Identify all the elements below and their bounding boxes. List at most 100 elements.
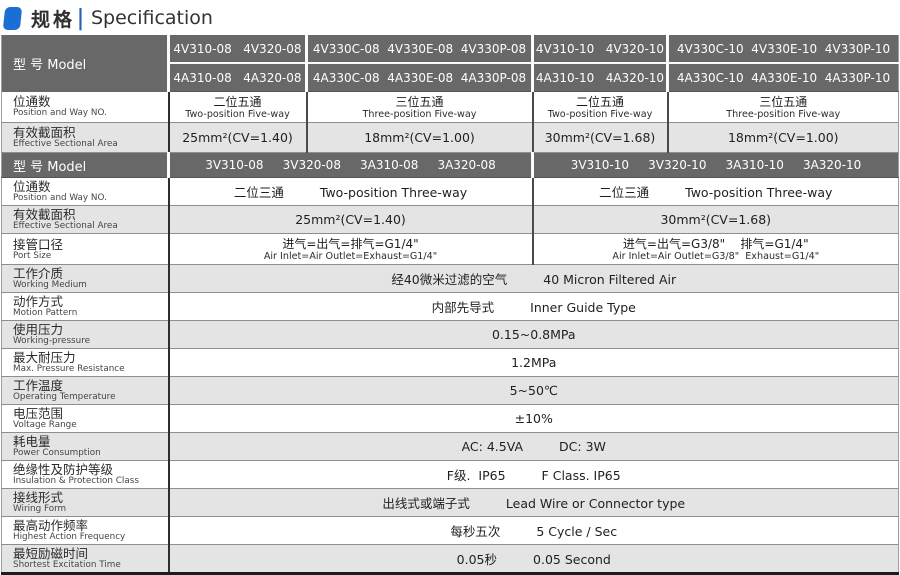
- row-label-en: Effective Sectional Area: [13, 139, 118, 149]
- value-cell: ±10%: [168, 404, 899, 433]
- table-row: 型 号 Model 3V310-08 3V320-08 3A310-08 3A3…: [1, 152, 899, 178]
- table-row: 最大耐压力 Max. Pressure Resistance 1.2MPa: [1, 348, 899, 377]
- row-label-en: Operating Temperature: [13, 392, 116, 402]
- area-value: 30mm²(CV=1.68): [660, 212, 772, 227]
- value-zh: 出线式或端子式: [382, 496, 470, 511]
- value-zh: 经40微米过滤的空气: [391, 272, 508, 287]
- value-en: Air Inlet=Air Outlet=Exhaust=G1/4": [263, 250, 438, 262]
- value-cell: 30mm²(CV=1.68): [532, 122, 669, 153]
- area-value: 18mm²(CV=1.00): [727, 130, 839, 145]
- row-label-cell: 最大耐压力 Max. Pressure Resistance: [1, 348, 170, 377]
- value-cell: 内部先导式 Inner Guide Type: [168, 292, 899, 321]
- row-label-zh: 绝缘性及防护等级: [13, 462, 114, 477]
- area-value: 18mm²(CV=1.00): [364, 130, 475, 145]
- model-list: 4V310-08 4V320-08: [173, 41, 302, 56]
- row-label-cell: 有效截面积 Effective Sectional Area: [1, 122, 170, 153]
- row-label-zh: 有效截面积: [13, 125, 76, 140]
- row-label-zh: 有效截面积: [13, 207, 76, 222]
- value-zh: 0.15~0.8MPa: [491, 327, 576, 342]
- value-en: 5 Cycle / Sec: [536, 524, 618, 539]
- value-zh: 二位三通: [233, 185, 284, 200]
- model-cell: 4A330C-10 4A330E-10 4A330P-10: [667, 63, 899, 92]
- row-label-cell: 最高动作频率 Highest Action Frequency: [1, 516, 170, 545]
- row-label-zh: 位通数: [13, 179, 51, 194]
- table-row: 工作介质 Working Medium 经40微米过滤的空气 40 Micron F…: [1, 264, 899, 293]
- model-cell: 4V330C-08 4V330E-08 4V330P-08: [306, 35, 534, 64]
- table-row: 耗电量 Power Consumption AC: 4.5VA DC: 3W: [1, 432, 899, 461]
- row-label-zh: 动作方式: [13, 294, 64, 309]
- value-cell: 进气=出气=排气=G1/4" Air Inlet=Air Outlet=Exhau…: [168, 233, 534, 265]
- row-label-cell: 工作温度 Operating Temperature: [1, 376, 170, 405]
- value-cell: 0.15~0.8MPa: [168, 320, 899, 349]
- value-en: Two-position Five-way: [185, 108, 290, 120]
- value-zh: 1.2MPa: [511, 355, 557, 370]
- row-label-cell: 有效截面积 Effective Sectional Area: [1, 205, 170, 234]
- value-cell: 二位三通 Two-position Three-way: [168, 177, 534, 206]
- value-zh: 三位五通: [395, 94, 444, 109]
- row-label-cell: 位通数 Position and Way NO.: [1, 91, 170, 123]
- value-zh: AC: 4.5VA: [461, 439, 524, 454]
- table-row: 使用压力 Working-pressure 0.15~0.8MPa: [1, 320, 899, 349]
- model-cell: 4A330C-08 4A330E-08 4A330P-08: [306, 63, 534, 92]
- row-label-en: Motion Pattern: [13, 308, 78, 318]
- value-en: 40 Micron Filtered Air: [543, 272, 677, 287]
- value-cell: 18mm²(CV=1.00): [306, 122, 534, 153]
- row-label-en: Insulation & Protection Class: [13, 476, 139, 486]
- table-row: 有效截面积 Effective Sectional Area 25mm²(CV=…: [1, 205, 899, 234]
- model-cell: 3V310-10 3V320-10 3A310-10 3A320-10: [532, 152, 899, 178]
- value-cell: 30mm²(CV=1.68): [532, 205, 899, 234]
- table-row: 位通数 Position and Way NO. 二位三通 Two-positio…: [1, 177, 899, 206]
- row-label-cell: 绝缘性及防护等级 Insulation & Protection Class: [1, 460, 170, 489]
- row-label-zh: 接管口径: [13, 236, 64, 252]
- model-label-cell: 型 号 Model: [1, 35, 170, 92]
- value-en: 0.05 Second: [533, 552, 611, 567]
- row-label-en: Power Consumption: [13, 448, 101, 458]
- row-label-en: Port Size: [13, 250, 52, 261]
- model-cell: 3V310-08 3V320-08 3A310-08 3A320-08: [168, 152, 534, 178]
- table-row: 工作温度 Operating Temperature 5~50℃: [1, 376, 899, 405]
- model-cell: 4V310-08 4V320-08: [168, 35, 308, 64]
- row-label-cell: 动作方式 Motion Pattern: [1, 292, 170, 321]
- blue-square-icon: [2, 6, 23, 30]
- value-en: Three-position Five-way: [726, 108, 841, 120]
- model-list: 3V310-08 3V320-08 3A310-08 3A320-08: [205, 158, 496, 172]
- value-zh: 每秒五次: [450, 524, 501, 539]
- value-zh: ±10%: [514, 411, 553, 426]
- row-label-cell: 电压范围 Voltage Range: [1, 404, 170, 433]
- value-en: Lead Wire or Connector type: [505, 496, 686, 511]
- section-header: 规格 | Specification: [1, 0, 899, 33]
- value-cell: 5~50℃: [168, 376, 899, 405]
- row-label-zh: 电压范围: [13, 406, 64, 421]
- table-row: 型 号 Model 4V310-08 4V320-08 4V330C-08 4V…: [1, 35, 899, 92]
- row-label-en: Highest Action Frequency: [13, 532, 126, 542]
- row-label-cell: 使用压力 Working-pressure: [1, 320, 170, 349]
- row-label-en: Shortest Excitation Time: [13, 560, 121, 570]
- row-label-en: Position and Way NO.: [13, 193, 107, 203]
- model-list: 4A330C-08 4A330E-08 4A330P-08: [312, 70, 527, 85]
- table-row: 接线形式 Wiring Form 出线式或端子式 Lead Wire or Conn…: [1, 488, 899, 517]
- row-label-cell: 最短励磁时间 Shortest Excitation Time: [1, 544, 170, 574]
- value-zh: 进气=出气=G3/8" 排气=G1/4": [622, 236, 809, 251]
- table-row: 最高动作频率 Highest Action Frequency 每秒五次 5 Cyc…: [1, 516, 899, 545]
- row-label-en: Wiring Form: [13, 504, 67, 514]
- row-label-cell: 耗电量 Power Consumption: [1, 432, 170, 461]
- value-cell: 1.2MPa: [168, 348, 899, 377]
- model-list: 4V330C-08 4V330E-08 4V330P-08: [312, 41, 527, 56]
- value-cell: 0.05秒 0.05 Second: [168, 544, 899, 574]
- value-en: Two-position Three-way: [319, 185, 468, 200]
- row-label-zh: 最短励磁时间: [13, 546, 89, 561]
- value-en: Three-position Five-way: [362, 108, 477, 120]
- value-en: Air Inlet=Air Outlet=G3/8" Exhaust=G1/4": [612, 250, 820, 262]
- model-cell: 4A310-10 4A320-10: [532, 63, 669, 92]
- value-cell: 25mm²(CV=1.40): [168, 122, 308, 153]
- value-cell: F级. IP65 F Class. IP65: [168, 460, 899, 489]
- value-cell: 25mm²(CV=1.40): [168, 205, 534, 234]
- model-cell: 4V310-10 4V320-10: [532, 35, 669, 64]
- value-zh: 内部先导式: [431, 300, 495, 315]
- value-zh: 二位五通: [575, 94, 624, 109]
- model-list: 4A310-08 4A320-08: [173, 70, 302, 85]
- table-row: 动作方式 Motion Pattern 内部先导式 Inner Guide Type: [1, 292, 899, 321]
- value-en: Inner Guide Type: [530, 300, 636, 315]
- table-row: 最短励磁时间 Shortest Excitation Time 0.05秒 0.05…: [1, 544, 899, 574]
